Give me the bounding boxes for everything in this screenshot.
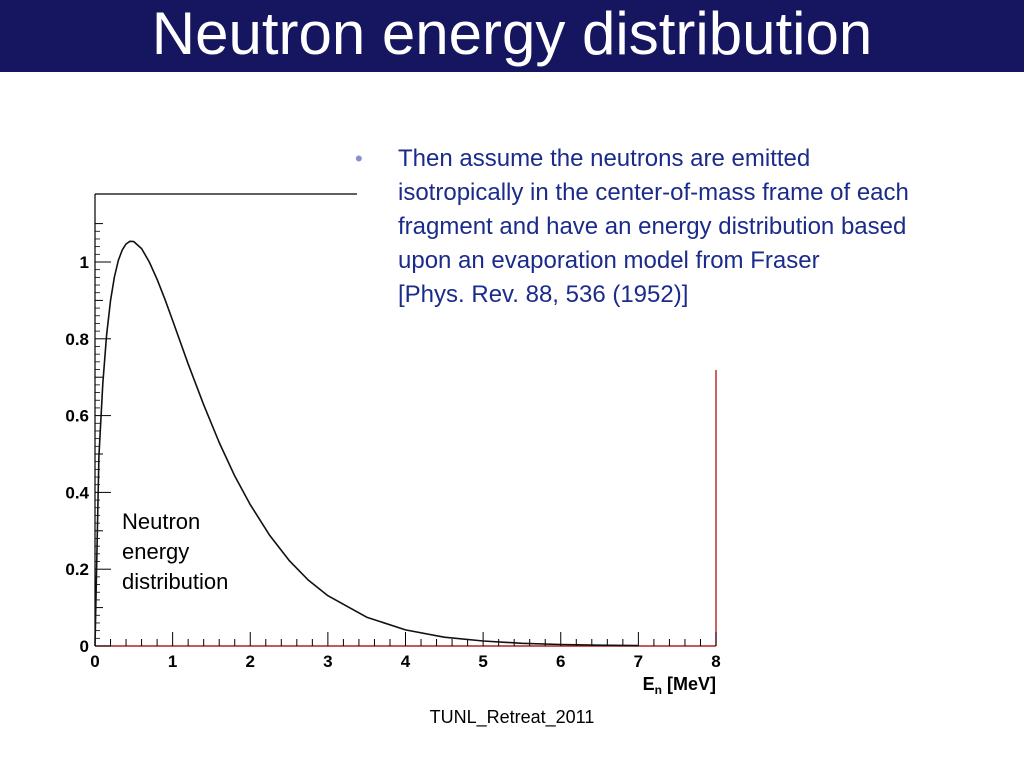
footer-text: TUNL_Retreat_2011	[429, 707, 595, 727]
y-tick-label: 0	[80, 637, 89, 656]
x-tick-label: 1	[168, 652, 177, 671]
y-tick-label: 0.6	[65, 407, 89, 426]
distribution-curve	[94, 240, 639, 647]
slide-title: Neutron energy distribution	[151, 0, 873, 67]
x-axis-label: En [MeV]	[643, 674, 716, 697]
x-tick-label: 5	[478, 652, 487, 671]
bullet-line: upon an evaporation model from Fraser	[398, 247, 820, 274]
x-tick-label: 2	[246, 652, 255, 671]
y-tick-label: 0.8	[65, 330, 89, 349]
plot-annotation-line: energy	[122, 539, 190, 564]
bullet-marker: •	[355, 146, 363, 171]
plot-annotation: Neutron energy distribution	[122, 507, 228, 597]
y-tick-label: 1	[80, 253, 89, 272]
plot-annotation-line: distribution	[122, 569, 229, 594]
bullet-text: Then assume the neutrons are emitted iso…	[398, 142, 1018, 312]
x-tick-label: 3	[323, 652, 332, 671]
bullet-line: [Phys. Rev. 88, 536 (1952)]	[398, 281, 689, 308]
plot-annotation-line: Neutron	[122, 509, 201, 534]
x-tick-label: 0	[90, 652, 99, 671]
bullet-line: fragment and have an energy distribution…	[398, 213, 907, 240]
x-tick-label: 7	[634, 652, 643, 671]
bullet-line: Then assume the neutrons are emitted	[398, 145, 811, 172]
title-bar: Neutron energy distribution	[0, 0, 1024, 72]
x-tick-label: 6	[556, 652, 565, 671]
y-tick-label: 0.4	[65, 483, 89, 502]
y-tick-label: 0.2	[65, 560, 89, 579]
x-tick-label: 4	[401, 652, 411, 671]
bullet-line: isotropically in the center-of-mass fram…	[398, 179, 909, 206]
x-tick-label: 8	[711, 652, 720, 671]
